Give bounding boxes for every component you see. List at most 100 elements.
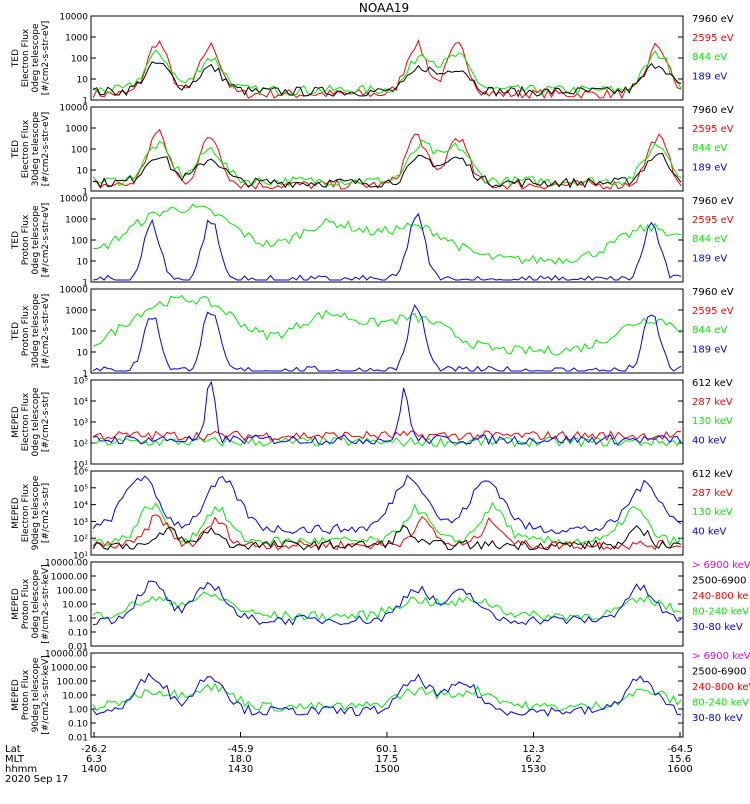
series-line-blue [92, 380, 682, 446]
footer-lat-value: -45.9 [228, 744, 254, 755]
legend-entry: 2595 eV [692, 306, 734, 317]
footer-hhmm-value: 1530 [521, 764, 546, 775]
y-axis-label: TEDElectron Flux30deg telescope[#/cm2-s-… [11, 111, 51, 186]
y-tick-label: 10000.00 [45, 559, 88, 569]
y-tick-label: 1000 [65, 216, 88, 226]
y-tick-label: 0.01 [68, 643, 88, 653]
y-tick-label: 100 [71, 146, 88, 156]
legend-entry: 844 eV [692, 234, 727, 245]
y-tick-label: 10 [77, 258, 89, 268]
panel-6: 10¹ 10² 10³ 10⁴ 10⁵ 10⁶ MEPEDElectron Flux90de… [11, 468, 733, 562]
footer-mlt-value: 17.5 [376, 754, 398, 765]
footer-hhmm-value: 1500 [374, 764, 399, 775]
y-tick-label: 10000 [59, 104, 88, 114]
y-axis-label: MEPEDElectron Flux90deg telescope[#/cm2-… [11, 475, 51, 550]
series-line-black [92, 61, 682, 98]
y-tick-label: 10000 [59, 13, 88, 23]
series-line-blue [92, 212, 682, 281]
legend-entry: 7960 eV [692, 287, 734, 298]
panel-frame [90, 561, 684, 647]
y-tick-label: 10⁴ [73, 398, 88, 408]
footer-lat-value: -26.2 [81, 744, 107, 755]
y-axis-label: MEPEDElectron Flux0deg telescope[#/cm2-s… [11, 387, 51, 457]
y-tick-label: 10000 [59, 195, 88, 205]
legend-entry: 189 eV [692, 253, 727, 264]
series-line-green [92, 682, 682, 713]
footer-mlt-value: 18.0 [229, 754, 251, 765]
y-tick-label: 10 [77, 167, 89, 177]
y-tick-label: 1000.00 [51, 573, 88, 583]
footer-row-label-lat: Lat [5, 744, 21, 755]
panel-3: 1 10 100 1000 10000 TEDProton Flux0deg telesc… [11, 195, 734, 289]
y-axis-label: TEDProton Flux0deg telescope[#/cm2-s-str… [11, 203, 51, 278]
data-traces [92, 474, 682, 551]
panel-frame [90, 379, 684, 465]
y-tick-label: 100 [71, 55, 88, 65]
panel-frame [90, 106, 684, 192]
y-tick-label: 100.00 [57, 678, 89, 688]
panel-5: 10¹ 10² 10³ 10⁴ 10⁵ MEPEDElectron Flux0deg te… [11, 377, 733, 471]
legend-entry: 844 eV [692, 143, 727, 154]
y-tick-label: 1.00 [68, 615, 88, 625]
series-line-black [92, 152, 682, 189]
footer-row-label-mlt: MLT [5, 754, 25, 765]
panel-4: 1 10 100 1000 10000 TEDProton Flux30deg teles… [11, 286, 734, 380]
panels: 1 10 100 1000 10000 TEDElectron Flux0deg tele… [11, 13, 750, 744]
legend-entry: 7960 eV [692, 14, 734, 25]
series-line-green [92, 501, 682, 547]
footer-lat-value: 60.1 [376, 744, 398, 755]
y-tick-label: 10 [77, 76, 89, 86]
panel-frame [90, 15, 684, 101]
y-tick-label: 10⁴ [73, 501, 88, 511]
y-tick-label: 1 [82, 97, 88, 107]
y-tick-label: 1 [82, 279, 88, 289]
data-traces [92, 672, 682, 717]
legend-entry: 80-240 keV [692, 698, 749, 709]
footer-lat-value: -64.5 [667, 744, 693, 755]
footer-hhmm-value: 1400 [81, 764, 106, 775]
y-axis-label: TEDElectron Flux0deg telescope[#/cm2-s-s… [11, 21, 51, 96]
y-tick-label: 1000.00 [51, 664, 88, 674]
y-tick-label: 10¹ [73, 461, 88, 471]
y-tick-label: 1 [82, 370, 88, 380]
legend-entry: 240-800 keV [692, 682, 750, 693]
footer-hhmm-value: 1430 [228, 764, 253, 775]
chart-title: NOAA19 [359, 1, 409, 15]
y-tick-label: 10⁵ [73, 377, 88, 387]
panel-frame [90, 197, 684, 283]
legend-entry: 40 keV [692, 435, 726, 446]
legend-entry: 189 eV [692, 162, 727, 173]
y-tick-label: 0.01 [68, 734, 88, 744]
legend-entry: 2595 eV [692, 33, 734, 44]
legend-entry: 30-80 keV [692, 713, 743, 724]
y-tick-label: 10² [73, 535, 88, 545]
legend-entry: 844 eV [692, 325, 727, 336]
legend-entry: 7960 eV [692, 196, 734, 207]
y-tick-label: 10.00 [62, 601, 88, 611]
series-line-green [92, 203, 682, 265]
legend-entry: 612 keV [692, 378, 733, 389]
legend-entry: 240-800 ke [692, 591, 749, 602]
series-line-blue [92, 474, 682, 535]
panel-8: 0.01 0.10 1.00 10.00 100.00 1000.00 10000.00ME… [11, 650, 750, 744]
legend-entry: 2500-6900 [692, 667, 747, 678]
legend-entry: 189 eV [692, 71, 727, 82]
legend-entry: 30-80 keV [692, 622, 743, 633]
y-axis-label: MEPEDProton Flux0deg telescope[#/cm2-s-s… [11, 564, 51, 643]
series-line-green [93, 436, 682, 448]
footer-mlt-value: 6.3 [86, 754, 102, 765]
legend-entry: 80-240 keV [692, 607, 749, 618]
footer-date: 2020 Sep 17 [5, 774, 68, 785]
legend-entry: 40 keV [692, 526, 726, 537]
y-tick-label: 10000.00 [45, 650, 88, 660]
y-axis-label: MEPEDProton Flux90deg telescope[#/cm2-s-… [11, 655, 51, 734]
data-traces [92, 203, 682, 281]
data-traces [92, 380, 682, 448]
series-line-blue [92, 672, 682, 717]
series-line-green [92, 591, 682, 622]
legend-entry: 7960 eV [692, 105, 734, 116]
data-traces [92, 128, 682, 190]
